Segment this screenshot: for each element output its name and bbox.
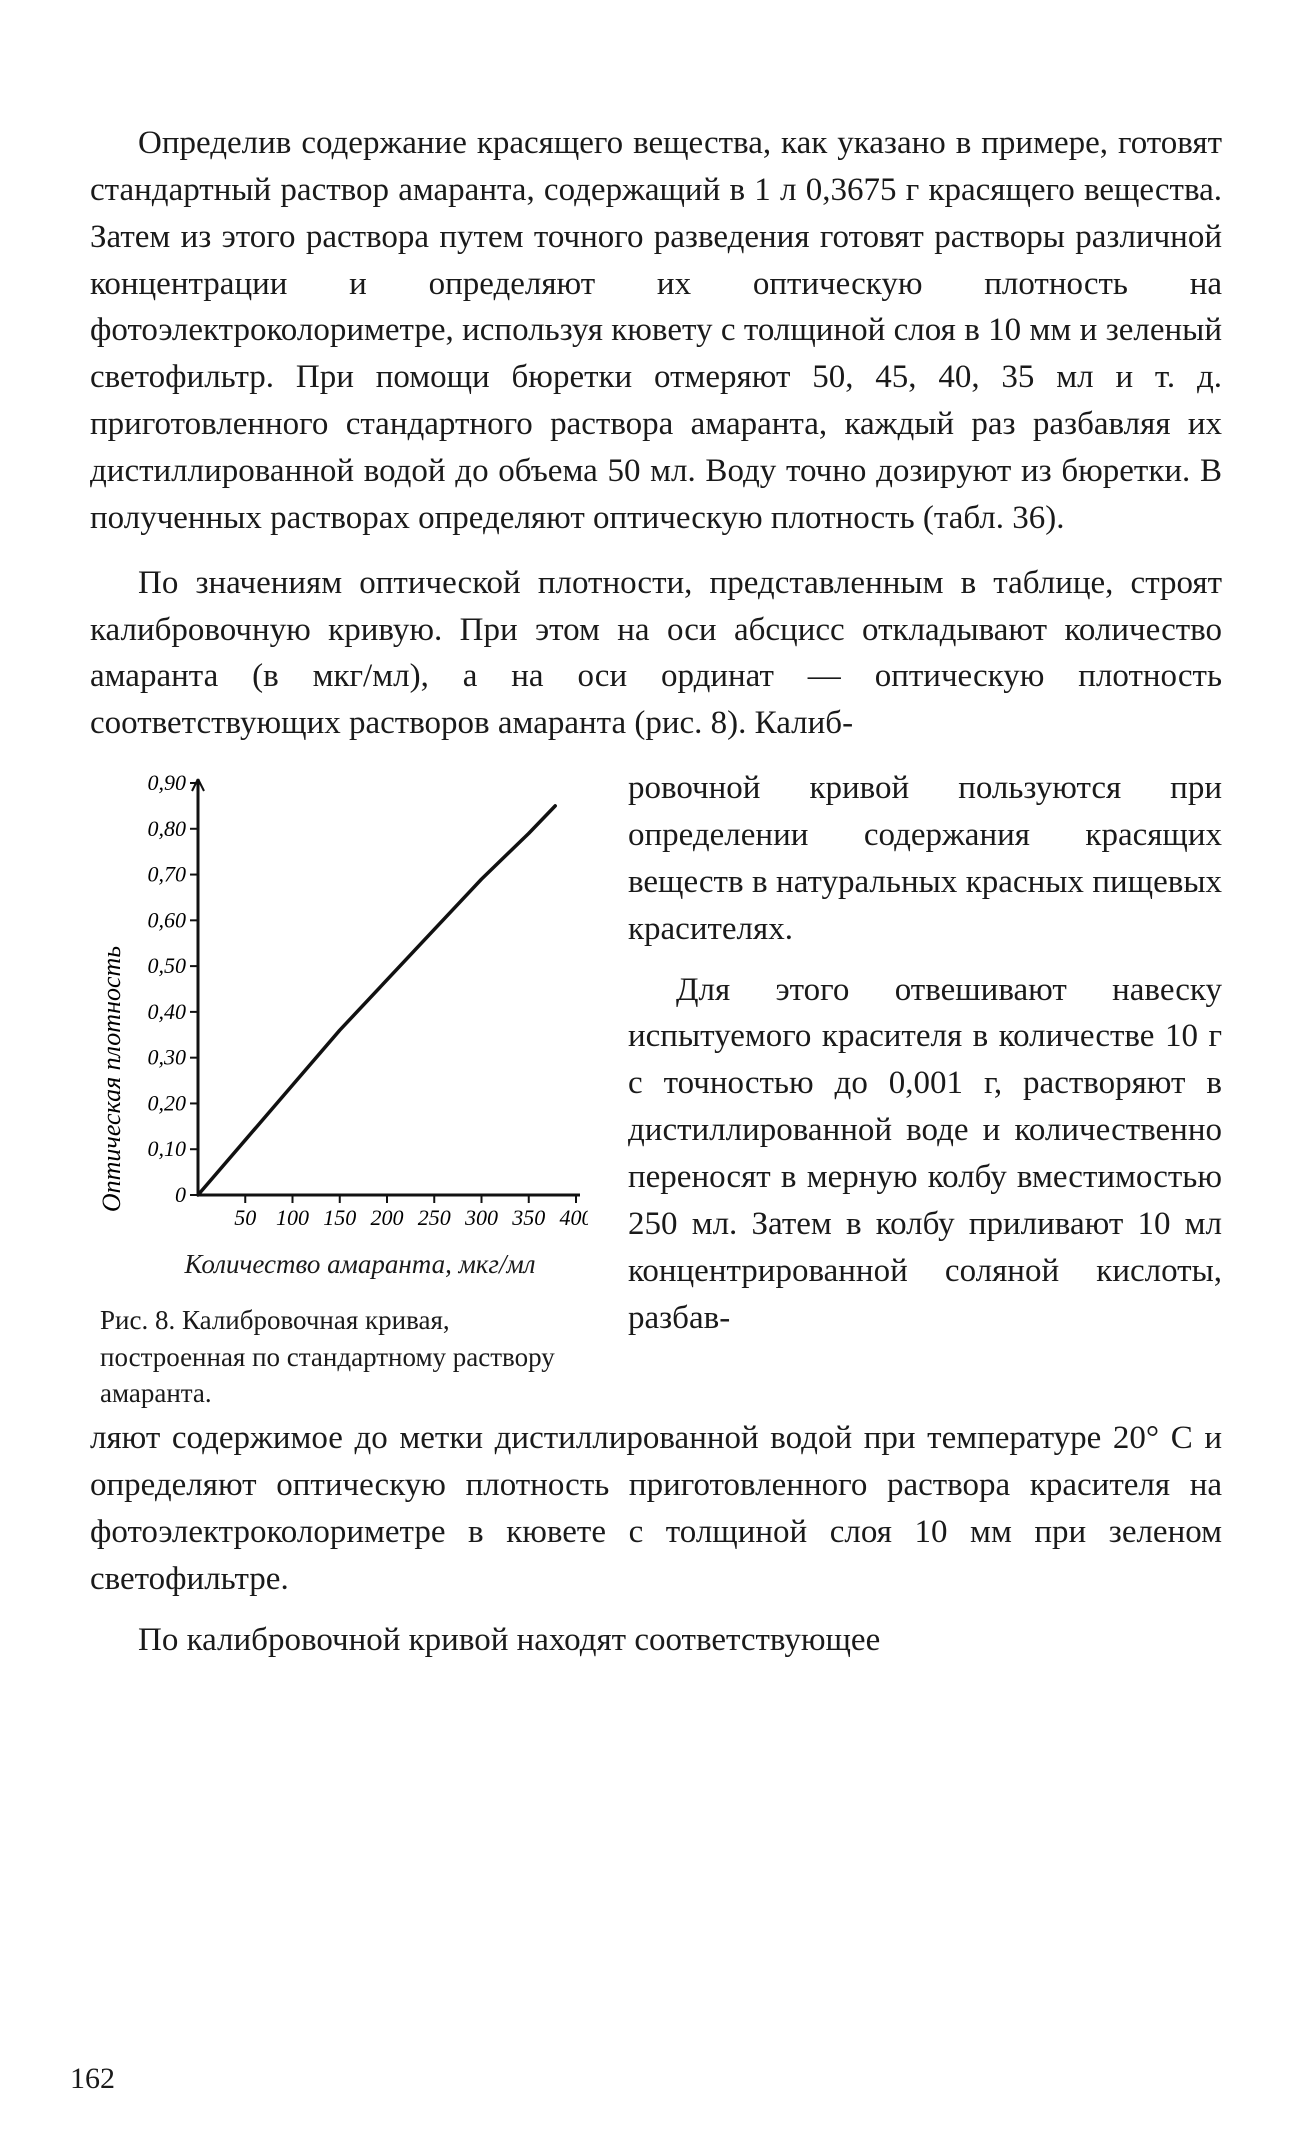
paragraph-1: Определив содержание красящего вещества,…	[90, 120, 1222, 542]
svg-text:0,90: 0,90	[148, 770, 187, 795]
right-para-1: ровочной кривой пользуются при определен…	[628, 765, 1222, 952]
paragraph-2: По значениям оптической плотности, предс…	[90, 560, 1222, 747]
svg-text:300: 300	[464, 1205, 498, 1230]
svg-text:50: 50	[234, 1205, 256, 1230]
svg-text:0,70: 0,70	[148, 862, 187, 887]
right-para-1-text: ровочной кривой пользуются при определен…	[628, 770, 1222, 947]
svg-text:0,20: 0,20	[148, 1091, 187, 1116]
svg-text:0,10: 0,10	[148, 1136, 187, 1161]
paragraph-2-text: По значениям оптической плотности, предс…	[90, 565, 1222, 742]
svg-text:250: 250	[418, 1205, 451, 1230]
paragraph-3: ляют содержимое до метки дистиллированно…	[90, 1415, 1222, 1602]
chart-x-axis-label: Количество амаранта, мкг/мл	[120, 1249, 600, 1280]
right-text-column: ровочной кривой пользуются при определен…	[628, 765, 1222, 1411]
right-para-2: Для этого отвешивают навеску испытуемого…	[628, 967, 1222, 1342]
paragraph-4-text: По калибровочной кривой находят соответс…	[138, 1622, 880, 1658]
figure-and-text-row: 0 0,10 0,20 0,30 0,40 0,50 0,60 0,70 0,80 0,90 50 1…	[90, 765, 1222, 1411]
chart-svg: 0 0,10 0,20 0,30 0,40 0,50 0,60 0,70 0,80 0,90 50 1…	[98, 765, 588, 1245]
paragraph-4: По калибровочной кривой находят соответс…	[90, 1617, 1222, 1664]
right-para-2-text: Для этого отвешивают навеску испытуемого…	[628, 972, 1222, 1336]
svg-text:Оптическая плотность: Оптическая плотность	[98, 946, 126, 1212]
paragraph-3-text: ляют содержимое до метки дистиллированно…	[90, 1420, 1222, 1597]
figure-caption: Рис. 8. Калибровочная кривая, построенна…	[100, 1302, 570, 1411]
svg-text:0,30: 0,30	[148, 1045, 187, 1070]
page-number: 162	[70, 2062, 115, 2096]
calibration-chart: 0 0,10 0,20 0,30 0,40 0,50 0,60 0,70 0,80 0,90 50 1…	[98, 765, 588, 1245]
svg-text:0: 0	[175, 1182, 186, 1207]
svg-text:350: 350	[511, 1205, 545, 1230]
svg-text:400: 400	[560, 1205, 589, 1230]
paragraph-1-text: Определив содержание красящего вещества,…	[90, 125, 1222, 536]
figure-column: 0 0,10 0,20 0,30 0,40 0,50 0,60 0,70 0,80 0,90 50 1…	[90, 765, 600, 1411]
svg-text:0,40: 0,40	[148, 999, 187, 1024]
svg-text:150: 150	[323, 1205, 356, 1230]
svg-text:0,50: 0,50	[148, 953, 187, 978]
svg-text:0,60: 0,60	[148, 908, 187, 933]
svg-text:200: 200	[371, 1205, 404, 1230]
svg-text:0,80: 0,80	[148, 816, 187, 841]
svg-text:100: 100	[276, 1205, 309, 1230]
